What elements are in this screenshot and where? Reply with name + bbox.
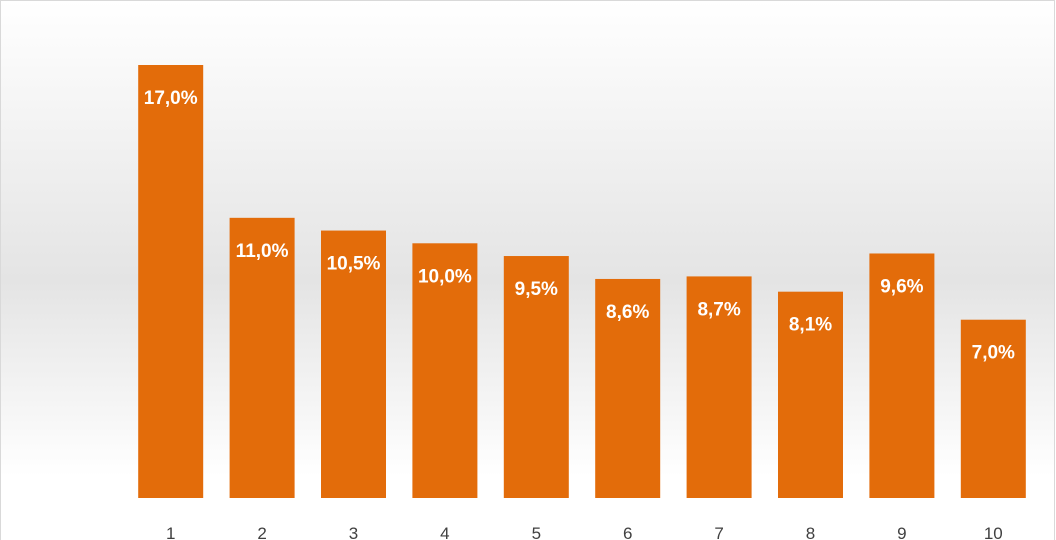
bar — [686, 276, 752, 498]
bar — [138, 65, 204, 498]
bar — [595, 278, 661, 498]
data-label: 7,0% — [972, 343, 1015, 364]
data-label: 9,5% — [515, 279, 558, 300]
bar — [229, 217, 295, 498]
x-tick-label: 6 — [623, 524, 632, 540]
data-label: 11,0% — [236, 241, 289, 262]
x-tick-label: 9 — [897, 524, 906, 540]
data-label: 8,1% — [789, 315, 832, 336]
data-label: 10,5% — [327, 254, 381, 275]
data-label: 10,0% — [418, 266, 472, 287]
x-tick-label: 1 — [166, 524, 175, 540]
x-tick-label: 3 — [349, 524, 358, 540]
data-label: 17,0% — [144, 88, 198, 109]
bar — [778, 291, 843, 498]
bar — [960, 319, 1026, 498]
x-tick-label: 5 — [532, 524, 541, 540]
bar — [503, 256, 569, 498]
data-label: 8,7% — [697, 299, 740, 320]
x-tick-label: 7 — [714, 524, 723, 540]
data-label: 9,6% — [880, 276, 923, 297]
bar — [412, 243, 478, 498]
x-tick-label: 10 — [984, 524, 1003, 540]
x-tick-label: 4 — [440, 524, 449, 540]
bar — [321, 230, 386, 498]
data-label: 8,6% — [606, 302, 649, 323]
x-tick-label: 8 — [806, 524, 815, 540]
bar — [869, 253, 935, 498]
x-tick-label: 2 — [257, 524, 266, 540]
